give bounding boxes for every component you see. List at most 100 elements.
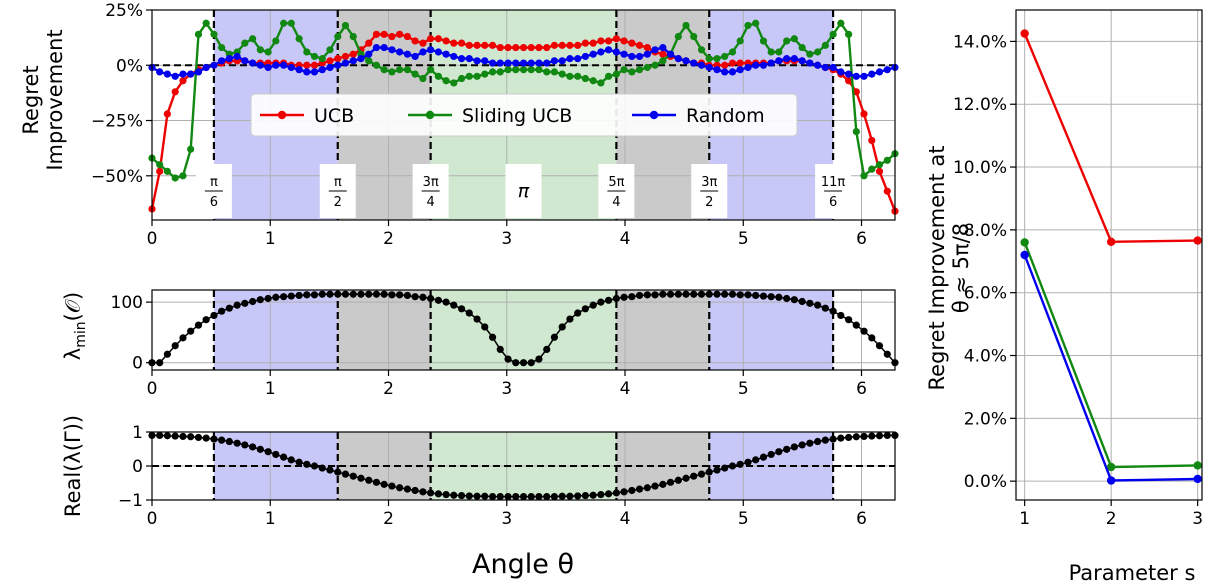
data-point [767,293,775,301]
data-point [171,72,179,80]
data-point [852,433,860,441]
data-point [612,489,620,497]
data-point [365,290,373,298]
y-tick-label: 8.0% [964,221,1007,241]
data-point [806,59,814,67]
data-point [868,165,876,173]
data-point [635,291,644,300]
data-point [372,30,381,38]
data-point [365,476,373,484]
data-point [875,68,884,76]
data-point [535,66,543,74]
data-point [821,436,829,444]
data-point [334,55,342,63]
data-point [612,48,620,56]
data-point [860,172,868,180]
x-tick-label: 1 [265,379,276,399]
data-point [759,453,768,461]
data-point [775,448,783,456]
data-point [790,35,798,43]
data-point [194,321,203,329]
data-point [225,304,233,312]
data-point [403,291,412,300]
y-tick-label: 14.0% [953,32,1007,52]
data-point [798,57,806,65]
data-point [303,460,311,468]
data-point [194,68,203,76]
data-point [341,290,350,298]
data-point [845,77,853,85]
data-point [736,291,744,299]
data-point [527,493,535,501]
data-point [728,290,737,298]
data-point [457,74,466,83]
data-point [396,66,404,74]
data-point [721,61,729,69]
data-point [535,59,543,67]
data-point [620,66,628,74]
y-tick-label: 4.0% [964,347,1007,367]
data-point [697,290,706,298]
x-axis-label: Parameter s [1069,561,1196,584]
data-point [875,432,884,440]
data-point [821,41,829,49]
data-point [442,50,450,58]
angle-label-den: 6 [210,195,218,210]
data-point [280,453,288,461]
data-point [705,63,713,72]
data-point [233,301,241,309]
data-point [837,311,845,320]
data-point [535,493,543,501]
data-point [512,493,520,501]
data-point [512,359,520,367]
data-point [295,291,303,300]
data-point [349,32,357,41]
data-point [814,48,822,56]
data-point [403,66,412,74]
data-point [651,482,659,490]
data-point [202,434,210,442]
angle-label-num: 3π [701,175,717,190]
lambda-min-panel: 0 1 2 3 4 5 6 100 0 λmin(𝒪) [61,289,899,399]
data-point [829,307,837,315]
data-point [558,323,566,331]
y-tick-label: 25% [105,1,143,21]
data-point [728,68,737,76]
data-point [156,359,164,367]
data-point [419,293,427,301]
data-point [380,480,388,488]
data-point [566,72,574,80]
data-point [767,450,775,459]
y-tick-label: 100 [111,293,143,313]
data-point [442,490,450,499]
data-point [604,46,613,54]
y-axis-label: λmin(𝒪) [61,292,89,360]
data-point [372,290,381,298]
x-tick-label: 3 [501,229,512,249]
data-point [883,66,891,74]
data-point [249,35,257,43]
data-point [349,472,357,480]
data-point [334,290,342,298]
data-point [674,476,682,484]
data-point [628,52,636,61]
data-point [860,327,868,335]
angle-label-num: 5π [608,175,624,190]
data-point [744,458,752,466]
data-point [643,43,651,52]
data-point [519,66,528,74]
data-point [488,493,497,501]
angle-label-num: π [334,175,342,190]
data-point [171,432,179,440]
data-point [187,70,195,78]
data-point [411,293,419,301]
region-fill [616,290,710,370]
data-point [651,46,659,54]
data-point [798,43,806,52]
data-point [620,293,628,301]
data-point [659,57,667,65]
data-point [450,491,458,499]
data-point [620,50,628,58]
region-fill [430,290,617,370]
